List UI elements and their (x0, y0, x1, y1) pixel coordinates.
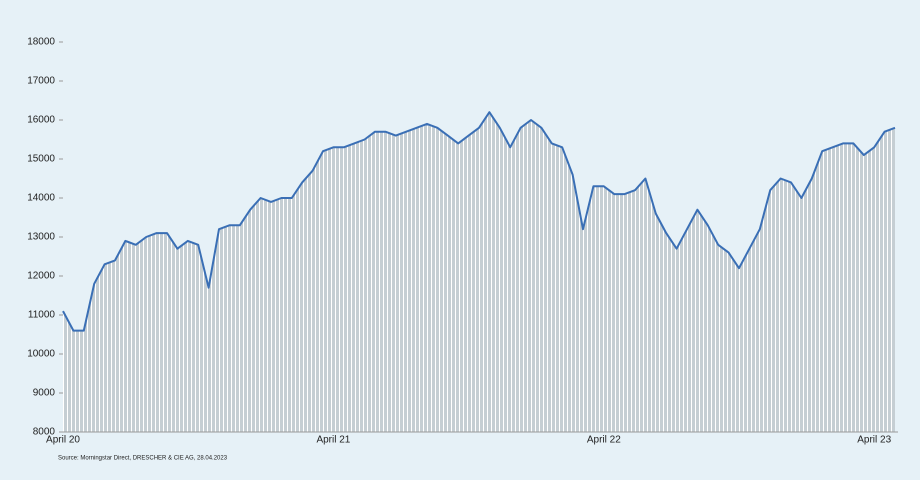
x-tick-label: April 22 (587, 435, 621, 446)
x-tick-label: April 21 (316, 435, 350, 446)
source-note: Source: Morningstar Direct, DRESCHER & C… (58, 456, 228, 462)
area (63, 112, 895, 432)
y-tick-label: 10000 (27, 349, 55, 360)
y-tick-label: 11000 (28, 310, 56, 321)
y-tick-label: 17000 (27, 76, 55, 87)
y-tick-label: 12000 (27, 271, 55, 282)
y-tick-label: 16000 (27, 115, 55, 126)
y-tick-label: 14000 (27, 193, 55, 204)
y-tick-label: 15000 (27, 154, 55, 165)
x-tick-label: April 20 (46, 435, 80, 446)
y-tick-label: 9000 (33, 388, 56, 399)
line (62, 111, 896, 332)
y-tick-label: 18000 (27, 37, 55, 48)
x-tick-label: April 23 (857, 435, 891, 446)
y-tick-label: 13000 (27, 232, 55, 243)
y-tick-label: 8000 (33, 427, 56, 438)
